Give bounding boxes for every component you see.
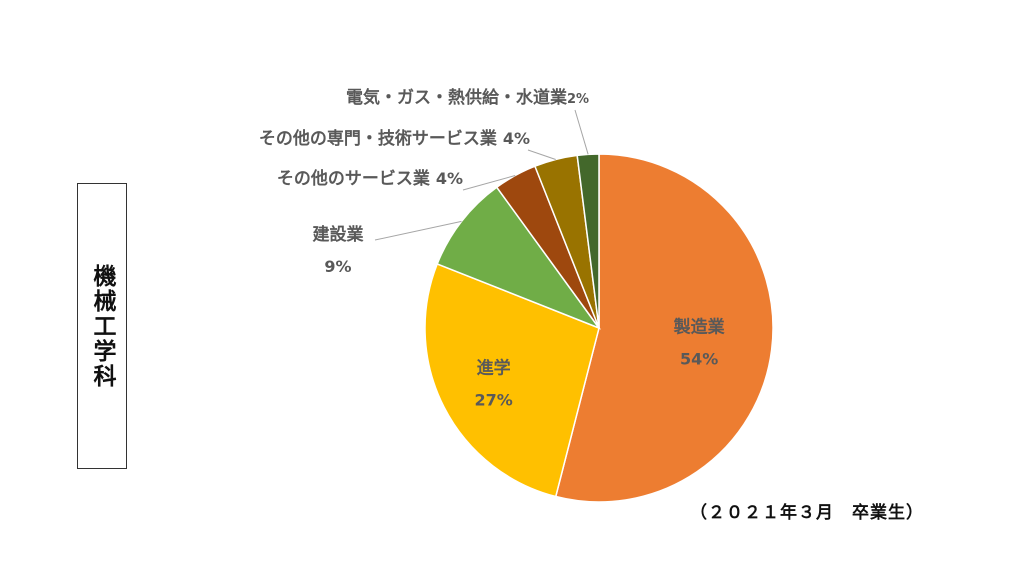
pie-slice	[576, 153, 600, 329]
slice-label: 電気・ガス・熱供給・水道業2%	[346, 87, 589, 108]
leader-line	[574, 109, 589, 155]
department-title-box: 機械工学科	[77, 183, 127, 469]
slice-label: 建設業	[313, 224, 364, 245]
graduation-note: （２０２１年３月 卒業生）	[690, 503, 924, 523]
pie-slice	[424, 262, 600, 498]
slice-label-text: その他の専門・技術サービス業	[259, 128, 497, 149]
slice-value-label: 2%	[567, 92, 589, 107]
pie-slice	[554, 153, 774, 503]
department-title: 機械工学科	[89, 263, 115, 389]
leader-line	[462, 175, 516, 191]
slice-value-label: 4%	[503, 129, 530, 148]
leader-line	[374, 220, 462, 241]
slice-value-label: 54%	[680, 350, 718, 369]
slice-label: 製造業	[673, 317, 725, 338]
slice-label: その他の専門・技術サービス業 4%	[259, 128, 530, 149]
slice-value-label: 9%	[324, 257, 351, 276]
slice-label: 進学	[477, 358, 511, 379]
pie-slice	[436, 186, 602, 330]
slice-label-text: 電気・ガス・熱供給・水道業	[346, 87, 567, 108]
pie-slices	[424, 153, 774, 503]
slice-value-label: 4%	[436, 169, 463, 188]
slice-value-label: 27%	[474, 391, 512, 410]
slice-label: その他のサービス業 4%	[277, 168, 463, 189]
slice-label-text: その他のサービス業	[277, 168, 430, 189]
leader-line	[527, 149, 556, 160]
